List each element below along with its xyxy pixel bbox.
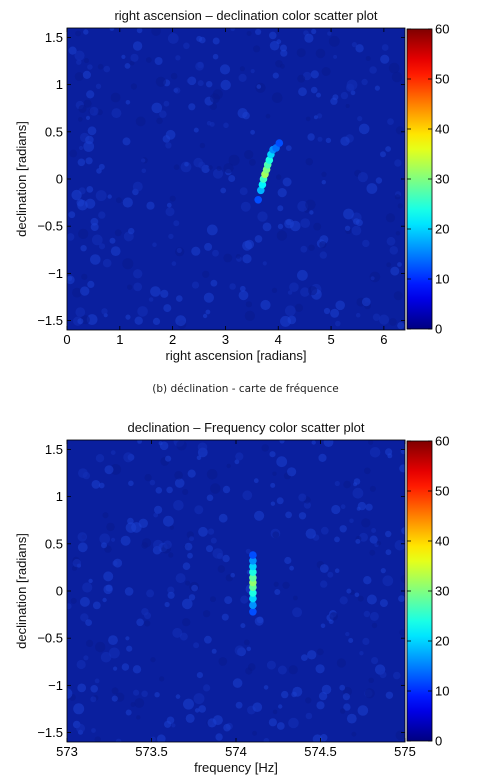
colorbar-tick-label: 50 xyxy=(435,72,449,87)
plot-area xyxy=(67,28,405,330)
data-points xyxy=(254,139,284,204)
ra-dec-scatter-chart: right ascension – declination color scat… xyxy=(14,8,449,363)
x-tick-label: 0 xyxy=(63,332,70,347)
y-axis-label: declination [radians] xyxy=(14,533,29,649)
colorbar-tick-label: 20 xyxy=(435,222,449,237)
x-tick-label: 6 xyxy=(380,332,387,347)
data-point xyxy=(249,594,257,603)
colorbar-tick-label: 30 xyxy=(435,584,449,599)
y-tick-label: −0.5 xyxy=(37,631,63,646)
x-tick-label: 2 xyxy=(169,332,176,347)
colorbar-tick-label: 30 xyxy=(435,172,449,187)
data-point xyxy=(249,557,257,565)
y-tick-label: −1 xyxy=(48,678,63,693)
data-point xyxy=(249,551,257,559)
chart-title: right ascension – declination color scat… xyxy=(114,8,377,23)
dec-freq-scatter-chart: declination – Frequency color scatter pl… xyxy=(14,420,449,775)
y-tick-label: 0.5 xyxy=(45,536,63,551)
x-axis-label: frequency [Hz] xyxy=(194,760,278,775)
colorbar xyxy=(406,440,433,742)
x-tick-label: 4 xyxy=(275,332,282,347)
data-point xyxy=(249,574,257,582)
chart-title: declination – Frequency color scatter pl… xyxy=(127,420,364,435)
y-tick-label: −1.5 xyxy=(37,725,63,740)
y-tick-label: 1.5 xyxy=(45,30,63,45)
data-point xyxy=(258,180,267,189)
x-tick-label: 574.5 xyxy=(304,744,337,759)
x-tick-label: 575 xyxy=(394,744,416,759)
data-point xyxy=(249,601,257,609)
x-tick-label: 574 xyxy=(225,744,247,759)
data-point xyxy=(275,139,284,147)
y-tick-label: 1 xyxy=(56,77,63,92)
data-point xyxy=(249,589,257,597)
colorbar xyxy=(406,28,433,330)
y-axis-label: declination [radians] xyxy=(14,121,29,237)
data-point xyxy=(254,196,262,204)
colorbar-tick-label: 60 xyxy=(435,22,449,37)
y-tick-label: 1.5 xyxy=(45,442,63,457)
data-point xyxy=(249,608,257,616)
y-tick-label: −1.5 xyxy=(37,313,63,328)
data-point xyxy=(249,568,257,576)
data-points xyxy=(249,551,257,616)
y-tick-label: 1 xyxy=(56,489,63,504)
y-tick-label: −1 xyxy=(48,266,63,281)
x-tick-label: 1 xyxy=(116,332,123,347)
colorbar-tick-label: 20 xyxy=(435,634,449,649)
y-tick-label: −0.5 xyxy=(37,219,63,234)
colorbar-tick-label: 60 xyxy=(435,434,449,449)
background-texture xyxy=(67,440,405,742)
x-tick-label: 573.5 xyxy=(135,744,168,759)
colorbar-tick-label: 50 xyxy=(435,484,449,499)
y-tick-label: 0.5 xyxy=(45,124,63,139)
colorbar-tick-label: 10 xyxy=(435,272,449,287)
x-axis-label: right ascension [radians] xyxy=(166,348,307,363)
y-tick-label: 0 xyxy=(56,172,63,187)
y-tick-label: 0 xyxy=(56,584,63,599)
colorbar-tick-label: 10 xyxy=(435,684,449,699)
x-tick-label: 5 xyxy=(327,332,334,347)
colorbar-tick-label: 0 xyxy=(435,734,442,749)
colorbar-tick-label: 40 xyxy=(435,534,449,549)
x-tick-label: 573 xyxy=(56,744,78,759)
figure-caption: (b) déclination - carte de fréquence xyxy=(152,383,339,395)
background-texture xyxy=(67,28,405,330)
x-tick-label: 3 xyxy=(222,332,229,347)
colorbar-tick-label: 0 xyxy=(435,322,442,337)
data-point xyxy=(249,562,257,571)
colorbar-tick-label: 40 xyxy=(435,122,449,137)
